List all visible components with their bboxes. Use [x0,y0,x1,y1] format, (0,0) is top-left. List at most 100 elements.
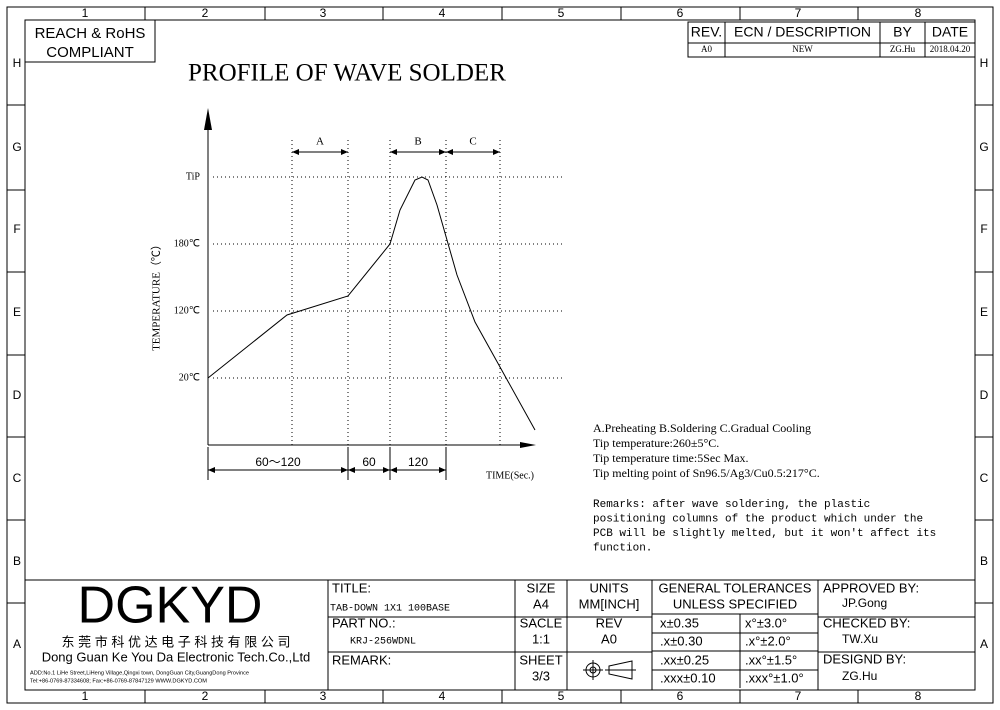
tolerance-value: .xxx°±1.0° [745,670,804,685]
level-label: 180℃ [174,238,200,249]
arrow-head [292,149,348,155]
revision-header: DATE [932,24,968,40]
field-label: PART NO.: [332,615,396,630]
row-letter: D [13,388,22,402]
tolerance-value: .xx°±1.5° [745,652,797,667]
field-text: MM[INCH] [579,596,640,611]
note-line: Tip temperature:260±5°C. [593,436,719,450]
row-letter: B [980,554,988,568]
row-letter: H [13,56,22,70]
company-name-en: Dong Guan Ke You Da Electronic Tech.Co.,… [42,649,311,664]
remark-line: function. [593,542,652,554]
y-arrow [204,108,212,130]
column-number: 4 [439,689,446,703]
level-label: 120℃ [174,305,200,316]
approval-text: ZG.Hu [842,669,877,683]
compliance-box [24,19,156,63]
level-label: 20℃ [179,372,200,383]
column-number: 7 [795,6,802,20]
column-number: 1 [82,689,89,703]
revision-header: BY [893,24,912,40]
note-line: A.Preheating B.Soldering C.Gradual Cooli… [593,421,811,435]
field-text: A4 [533,596,549,611]
x-axis-label: TIME(Sec.) [486,470,534,481]
remark-line: PCB will be slightly melted, but it won'… [593,528,936,540]
note-line: Tip melting point of Sn96.5/Ag3/Cu0.5:21… [593,466,820,480]
revision-header: ECN / DESCRIPTION [734,24,871,40]
row-letter: E [13,305,21,319]
column-number: 3 [320,689,327,703]
row-letter: A [980,637,988,651]
duration-label: 60 [362,455,376,469]
revision-cell: A0 [701,44,712,54]
remark-line: positioning columns of the product which… [593,513,923,525]
field-label: TITLE: [332,580,371,595]
compliance-text: REACH & RoHS [35,25,146,42]
duration-label: 60～120 [255,455,301,469]
row-letter: C [13,471,22,485]
row-letter: D [980,388,989,402]
tolerance-title: UNLESS SPECIFIED [673,596,797,611]
y-axis-label: TEMPERATURE（℃） [150,239,163,351]
column-number: 2 [202,689,209,703]
company-name-cn: 东 莞 市 科 优 达 电 子 科 技 有 限 公 司 [62,634,291,649]
tolerance-value: x±0.35 [660,615,699,630]
approval-text: JP.Gong [842,596,887,610]
field-text: REV [596,615,623,630]
level-label: TiP [186,171,201,182]
field-text: SHEET [519,652,562,667]
field-text: UNITS [590,580,629,595]
row-letter: A [13,637,21,651]
column-number: 6 [677,6,684,20]
row-letter: H [980,56,989,70]
column-number: 2 [202,6,209,20]
column-number: 4 [439,6,446,20]
column-number: 3 [320,6,327,20]
tolerance-value: .xx±0.25 [660,652,709,667]
remark-line: Remarks: after wave soldering, the plast… [593,499,870,511]
x-arrow [520,442,536,448]
revision-cell: NEW [792,44,813,54]
approval-text: TW.Xu [842,632,878,646]
tolerance-value: .xxx±0.10 [660,670,716,685]
column-number: 1 [82,6,89,20]
field-value: TAB-DOWN 1X1 100BASE [330,604,450,615]
column-number: 7 [795,689,802,703]
tolerance-value: .x°±2.0° [745,633,791,648]
row-letter: B [13,554,21,568]
company-address: ADD:No.1 LiHe Street,LiHeng Village,Qing… [30,670,249,676]
projection-symbol [583,660,636,680]
row-letter: C [980,471,989,485]
logo: DGKYD [78,577,263,635]
arrow-head [390,149,446,155]
approval-text: CHECKED BY: [823,615,910,630]
row-letter: G [12,140,21,154]
column-number: 5 [558,689,565,703]
row-letter: E [980,305,988,319]
row-letter: G [979,140,988,154]
column-number: 5 [558,6,565,20]
zone-label: A [316,136,324,148]
field-text: SACLE [520,615,563,630]
tolerance-title: GENERAL TOLERANCES [659,580,812,595]
approval-text: DESIGND BY: [823,651,906,666]
field-text: 1:1 [532,631,550,646]
column-number: 8 [915,689,922,703]
field-text: 3/3 [532,668,550,683]
note-line: Tip temperature time:5Sec Max. [593,451,749,465]
zone-label: B [414,136,421,148]
profile-curve [207,176,536,431]
column-number: 8 [915,6,922,20]
drawing-title: PROFILE OF WAVE SOLDER [188,60,506,87]
field-text: A0 [601,631,617,646]
tolerance-value: x°±3.0° [745,615,787,630]
duration-label: 120 [408,455,428,469]
zone-label: C [469,136,476,148]
revision-header: REV. [691,24,722,40]
revision-table [687,21,976,58]
revision-cell: 2018.04.20 [930,44,971,54]
revision-cell: ZG.Hu [890,44,916,54]
column-number: 6 [677,689,684,703]
field-value: KRJ-256WDNL [350,637,416,648]
